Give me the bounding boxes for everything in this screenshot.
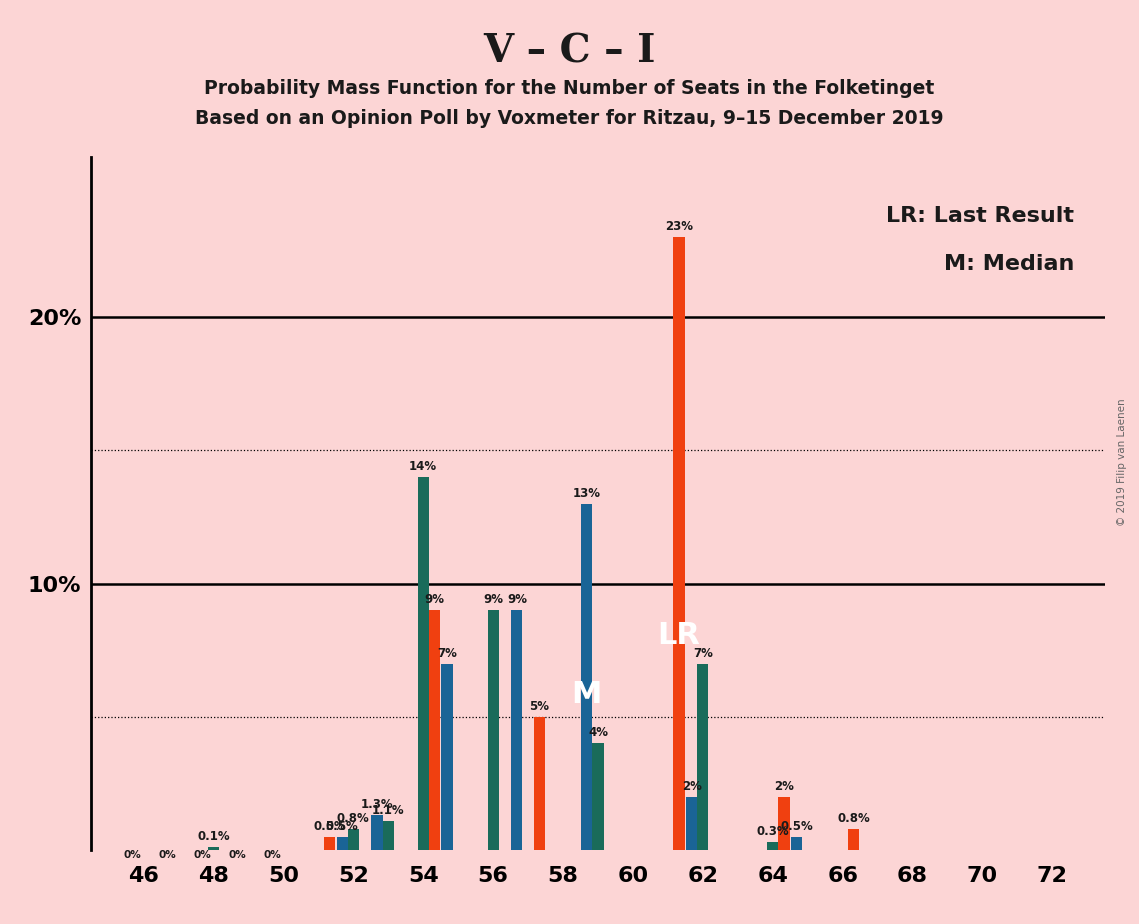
Bar <box>487 610 499 850</box>
Bar <box>581 504 592 850</box>
Bar <box>323 837 335 850</box>
Text: 7%: 7% <box>693 647 713 660</box>
Text: 0%: 0% <box>194 850 211 860</box>
Text: 0%: 0% <box>263 850 281 860</box>
Bar <box>686 796 697 850</box>
Bar <box>418 477 428 850</box>
Text: 9%: 9% <box>425 593 444 606</box>
Text: 0.3%: 0.3% <box>756 825 789 838</box>
Text: 0.8%: 0.8% <box>837 812 870 825</box>
Bar <box>511 610 523 850</box>
Text: 0.8%: 0.8% <box>337 812 370 825</box>
Bar <box>534 717 544 850</box>
Text: V – C – I: V – C – I <box>483 32 656 70</box>
Bar <box>208 847 219 850</box>
Text: 0%: 0% <box>158 850 177 860</box>
Text: 7%: 7% <box>437 647 457 660</box>
Text: 0.5%: 0.5% <box>313 820 346 833</box>
Text: © 2019 Filip van Laenen: © 2019 Filip van Laenen <box>1117 398 1126 526</box>
Text: 1.3%: 1.3% <box>361 798 393 811</box>
Bar <box>778 796 789 850</box>
Bar <box>336 837 347 850</box>
Text: 1.1%: 1.1% <box>372 804 404 817</box>
Bar <box>442 663 452 850</box>
Text: M: Median: M: Median <box>944 254 1074 274</box>
Text: 14%: 14% <box>409 460 437 473</box>
Text: 0.1%: 0.1% <box>197 831 230 844</box>
Bar <box>347 829 359 850</box>
Text: 9%: 9% <box>507 593 527 606</box>
Bar <box>592 744 604 850</box>
Text: 0%: 0% <box>228 850 246 860</box>
Text: M: M <box>572 680 603 709</box>
Text: Probability Mass Function for the Number of Seats in the Folketinget: Probability Mass Function for the Number… <box>204 79 935 98</box>
Bar <box>790 837 802 850</box>
Text: 9%: 9% <box>483 593 503 606</box>
Text: 0.5%: 0.5% <box>780 820 813 833</box>
Bar <box>673 237 685 850</box>
Bar <box>849 829 860 850</box>
Bar <box>697 663 708 850</box>
Text: LR: Last Result: LR: Last Result <box>886 206 1074 225</box>
Bar <box>371 816 383 850</box>
Bar <box>428 610 440 850</box>
Text: 23%: 23% <box>665 220 693 233</box>
Text: 0.5%: 0.5% <box>326 820 359 833</box>
Text: 5%: 5% <box>530 699 549 712</box>
Text: 13%: 13% <box>573 487 600 500</box>
Bar <box>768 842 778 850</box>
Text: 2%: 2% <box>775 780 794 793</box>
Text: 4%: 4% <box>588 726 608 739</box>
Text: 2%: 2% <box>682 780 702 793</box>
Text: Based on an Opinion Poll by Voxmeter for Ritzau, 9–15 December 2019: Based on an Opinion Poll by Voxmeter for… <box>195 109 944 128</box>
Text: LR: LR <box>657 621 700 650</box>
Bar <box>383 821 394 850</box>
Text: 0%: 0% <box>123 850 141 860</box>
